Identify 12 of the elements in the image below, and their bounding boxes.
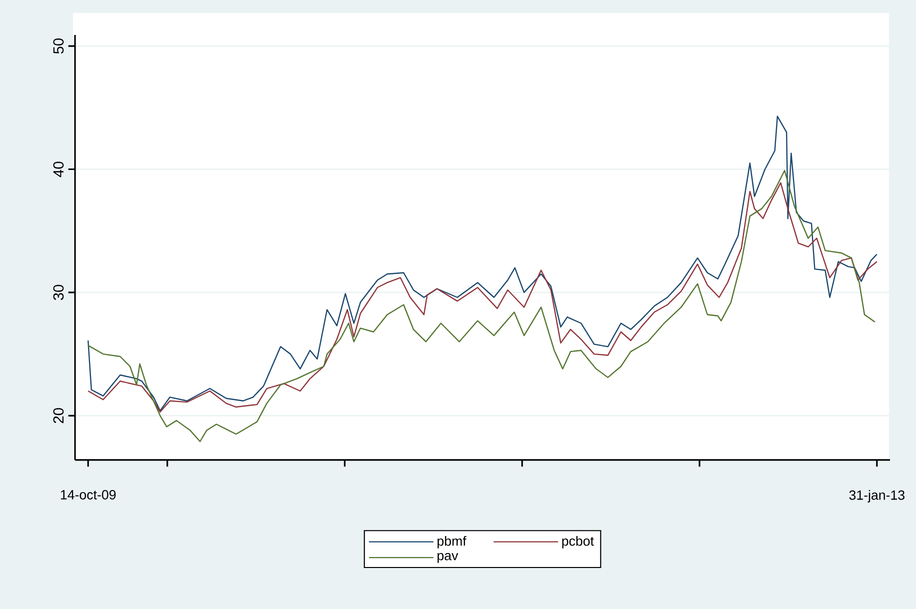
y-tick-label: 50 <box>53 38 64 54</box>
y-tick-label: 40 <box>53 162 64 178</box>
legend-label: pbmf <box>438 536 466 548</box>
y-tick-label: 30 <box>53 284 64 300</box>
x-tick-label: 14-oct-09 <box>60 490 116 500</box>
line-series <box>88 170 876 442</box>
y-tick-label: 20 <box>53 408 64 424</box>
x-tick-label: 31-jan-13 <box>849 490 904 502</box>
legend-label: pcbot <box>562 536 594 548</box>
line-series <box>88 116 878 412</box>
legend-label: pav <box>438 552 458 563</box>
line-series <box>88 182 878 413</box>
